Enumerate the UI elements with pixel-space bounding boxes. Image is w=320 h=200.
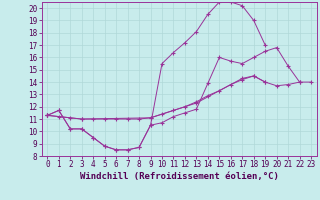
X-axis label: Windchill (Refroidissement éolien,°C): Windchill (Refroidissement éolien,°C): [80, 172, 279, 181]
